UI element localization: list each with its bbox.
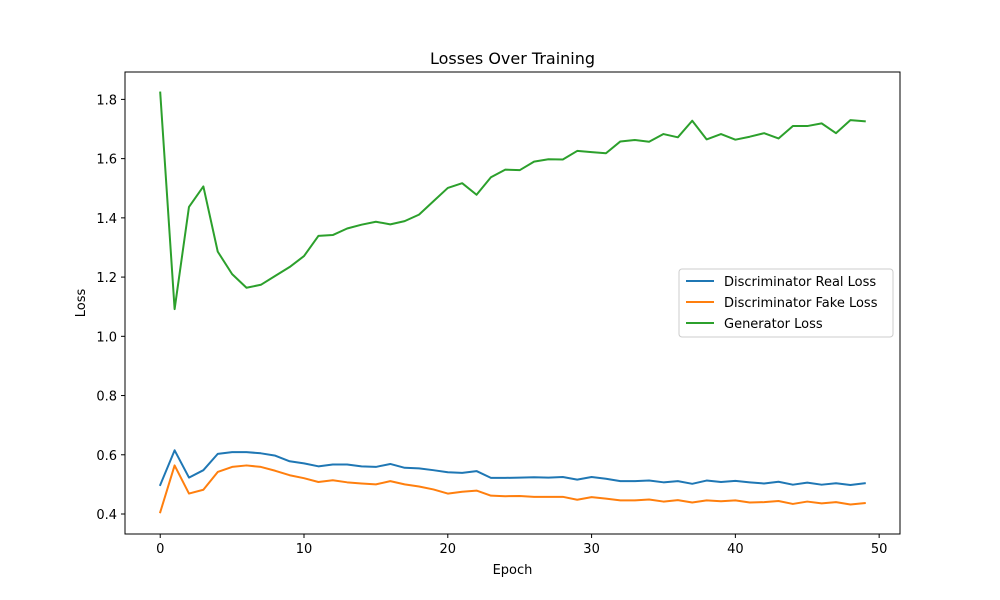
- x-axis-ticks: 0 10 20 30 40 50: [156, 534, 887, 557]
- y-tick-label: 1.4: [96, 212, 117, 227]
- x-tick-label: 0: [156, 542, 164, 557]
- legend: Discriminator Real Loss Discriminator Fa…: [678, 268, 894, 338]
- y-tick-label: 0.4: [96, 508, 117, 523]
- series-line-generator: [159, 91, 866, 311]
- legend-box: [678, 268, 894, 338]
- y-tick-label: 1.0: [96, 330, 117, 345]
- y-tick-label: 0.6: [96, 449, 117, 464]
- plot-frame: [124, 71, 901, 535]
- legend-label-generator: Generator Loss: [724, 317, 823, 332]
- y-tick-label: 0.8: [96, 390, 117, 405]
- x-tick-label: 10: [296, 542, 313, 557]
- y-tick-label: 1.8: [96, 93, 117, 108]
- x-tick-label: 40: [727, 542, 744, 557]
- x-axis-title: Epoch: [493, 563, 533, 578]
- x-tick-label: 50: [871, 542, 888, 557]
- series-lines: [158, 91, 866, 514]
- y-axis-ticks: 0.4 0.6 0.8 1.0 1.2 1.4 1.6 1.8: [96, 93, 125, 523]
- y-axis-title: Loss: [74, 289, 89, 318]
- legend-label-real: Discriminator Real Loss: [724, 275, 876, 290]
- series-line-discriminator-fake: [158, 464, 866, 514]
- x-tick-label: 20: [440, 542, 457, 557]
- series-line-discriminator-real: [158, 449, 866, 487]
- legend-label-fake: Discriminator Fake Loss: [724, 296, 878, 311]
- y-tick-label: 1.2: [96, 271, 117, 286]
- x-tick-label: 30: [583, 542, 600, 557]
- chart-title: Losses Over Training: [430, 49, 595, 68]
- y-tick-label: 1.6: [96, 153, 117, 168]
